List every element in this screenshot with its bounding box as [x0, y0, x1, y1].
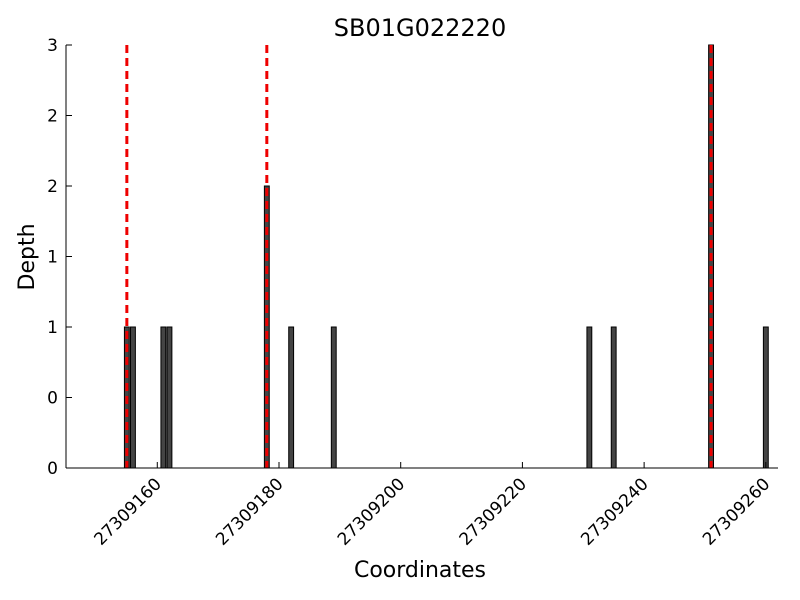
- y-tick-label-6: 3: [47, 36, 58, 56]
- x-tick-label-0: 27309160: [90, 474, 165, 549]
- bar-10: [762, 326, 769, 469]
- chart-title: SB01G022220: [334, 14, 506, 42]
- bar-7: [586, 326, 593, 469]
- y-tick-label-3: 1: [47, 248, 58, 268]
- x-tick-label-2: 27309200: [334, 474, 409, 549]
- bar-8: [610, 326, 617, 469]
- x-axis-label: Coordinates: [354, 558, 486, 583]
- bars-layer: [123, 44, 769, 469]
- y-axis-label: Depth: [15, 223, 40, 290]
- y-tick-label-0: 0: [47, 459, 58, 479]
- y-tick-label-4: 2: [47, 177, 58, 197]
- x-tick-label-1: 27309180: [212, 474, 287, 549]
- bar-3: [166, 326, 173, 469]
- y-tick-label-5: 2: [47, 107, 58, 127]
- y-tick-label-2: 1: [47, 318, 58, 338]
- y-tick-label-1: 0: [47, 389, 58, 409]
- bar-6: [330, 326, 337, 469]
- axes-layer: 0 0 1 1 2 2 3 27309160 27309180 27309200 27309220 2…: [47, 36, 778, 550]
- markers-layer: [125, 45, 713, 468]
- bar-5: [288, 326, 295, 469]
- x-tick-label-4: 27309240: [577, 474, 652, 549]
- x-tick-label-3: 27309220: [456, 474, 531, 549]
- bar-2: [160, 326, 167, 469]
- bar-1: [130, 326, 136, 469]
- x-tick-label-5: 27309260: [699, 474, 774, 549]
